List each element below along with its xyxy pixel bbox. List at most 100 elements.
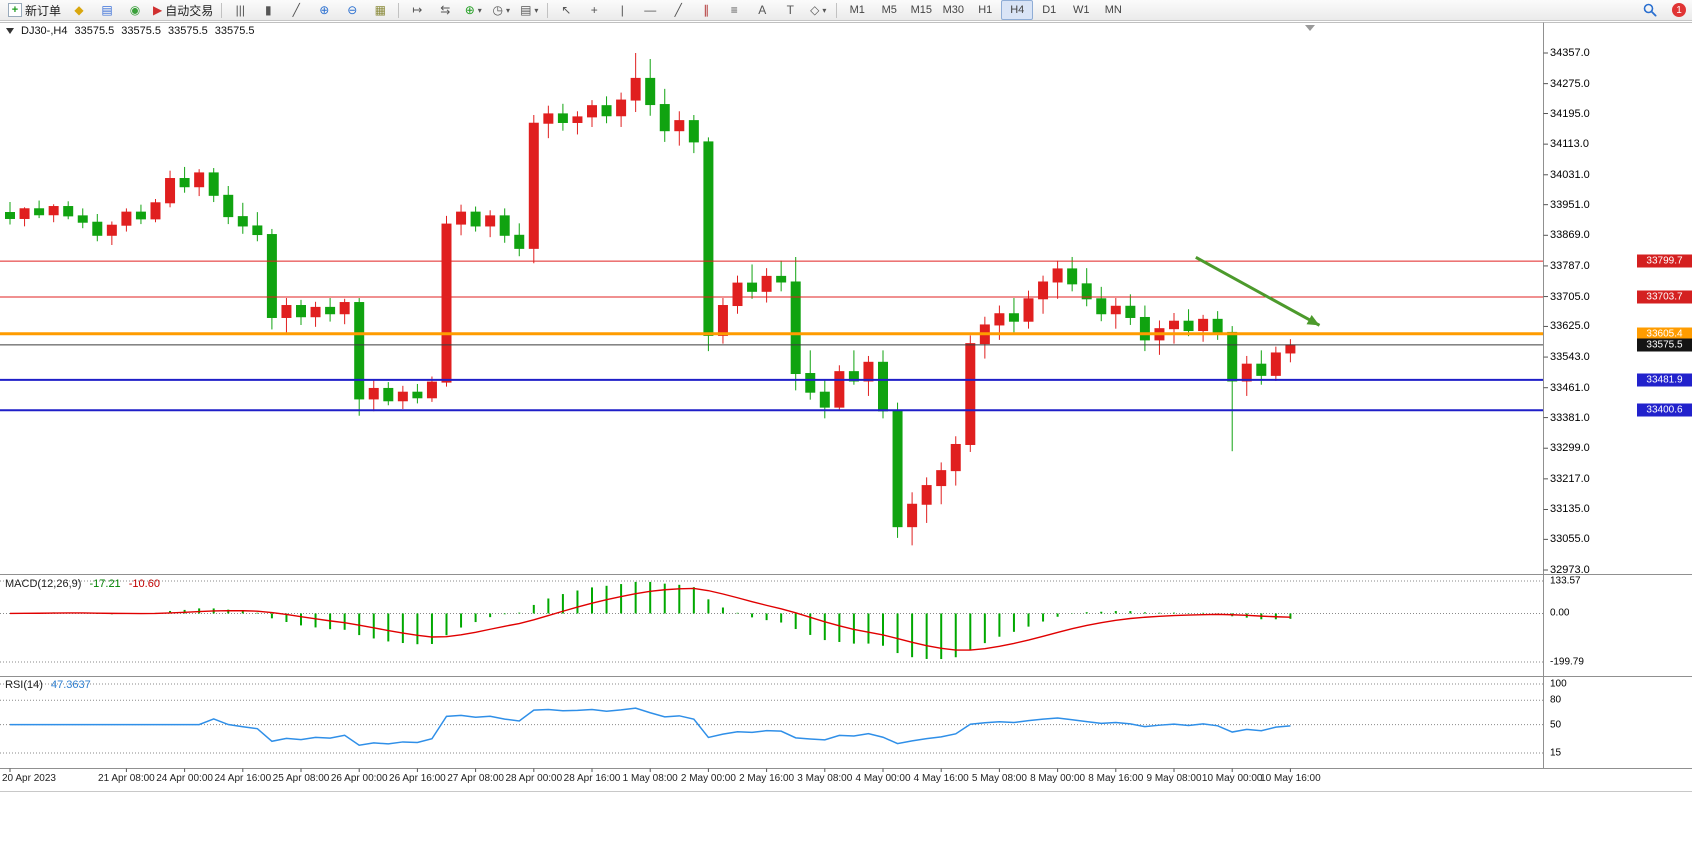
price-line-tag: 33575.5	[1637, 338, 1692, 352]
tile-windows-button[interactable]: ▦	[366, 0, 394, 20]
rsi-title: RSI(14)	[5, 679, 43, 691]
candle	[281, 305, 292, 318]
candle	[237, 216, 248, 227]
chart-frame	[0, 22, 1692, 792]
candlestick-chart-button[interactable]: ▮	[254, 0, 282, 20]
candle	[776, 275, 787, 283]
auto-scroll-button[interactable]: ↦	[403, 0, 431, 20]
candle	[994, 313, 1005, 326]
candle	[557, 113, 568, 123]
rsi-label: RSI(14) 47.3637	[5, 679, 91, 691]
horizontal-line-button[interactable]: —	[636, 0, 664, 20]
rsi-scale-label: 15	[1550, 747, 1562, 759]
chart-shift-marker[interactable]	[1305, 25, 1315, 31]
new-order-button-label: 新订单	[25, 3, 62, 18]
candle	[790, 281, 801, 375]
channel-button[interactable]: ∥	[692, 0, 720, 20]
price-axis-tick: 33055.0	[1550, 533, 1590, 546]
bar-chart-button[interactable]: |||	[226, 0, 254, 20]
timeframe-d1-button[interactable]: D1	[1033, 0, 1065, 20]
price-axis-tick: 33869.0	[1550, 229, 1590, 242]
price-axis-tick: 33135.0	[1550, 503, 1590, 516]
candle	[121, 211, 132, 226]
toolbar-buttons: + 新订单 ◆ ▤ ◉ ▶ 自动交易 ||| ▮ ╱ ⊕ ⊖ ▦ ↦ ⇆ ⊕ ▾ ◷ ▾ ▤ ▾ ↖ + | — ╱ ∥ ≡ A T ◇ ▾ M…	[4, 0, 1129, 20]
templates-button[interactable]: ▤ ▾	[515, 0, 543, 20]
market-watch-button[interactable]: ▤	[93, 0, 121, 20]
candle	[616, 99, 627, 117]
price-axis-tick: 34275.0	[1550, 77, 1590, 90]
candle	[1081, 283, 1092, 300]
price-axis-tick: 33625.0	[1550, 320, 1590, 333]
notification-badge[interactable]: 1	[1672, 3, 1686, 17]
search-button[interactable]	[1636, 0, 1664, 20]
price-axis[interactable]	[1544, 23, 1692, 768]
candle	[892, 410, 903, 528]
line-chart-button[interactable]: ╱	[282, 0, 310, 20]
signals-button[interactable]: ◉	[121, 0, 149, 20]
cursor-arrow-icon: ↖	[561, 3, 572, 17]
candle	[5, 212, 15, 219]
time-axis-label: 28 Apr 16:00	[563, 773, 621, 784]
zoom-in-button[interactable]: ⊕	[310, 0, 338, 20]
candle	[252, 225, 263, 236]
timeframe-h1-button[interactable]: H1	[969, 0, 1001, 20]
chart-shift-button[interactable]: ⇆	[431, 0, 459, 20]
shapes-icon: ◇	[810, 3, 820, 17]
trendline-icon: ╱	[674, 3, 682, 17]
candle	[747, 282, 758, 292]
timeframe-h4-button[interactable]: H4	[1001, 0, 1034, 20]
candle	[77, 215, 88, 223]
one-click-trading-toggle[interactable]	[6, 28, 14, 34]
dropdown-arrow-icon: ▾	[534, 5, 539, 15]
macd-histogram	[23, 581, 1292, 660]
candle	[179, 178, 190, 188]
autotrading-button[interactable]: ▶ 自动交易	[149, 0, 217, 20]
pane-splitter-rsi[interactable]	[0, 673, 1692, 680]
time-axis-label: 1 May 08:00	[622, 773, 678, 784]
candle	[805, 373, 816, 393]
zoom-out-button[interactable]: ⊖	[338, 0, 366, 20]
periods-button[interactable]: ◷ ▾	[487, 0, 515, 20]
timeframe-m15-button[interactable]: M15	[905, 0, 937, 20]
text-icon: A	[758, 3, 767, 17]
candle	[1125, 305, 1136, 318]
timeframe-m30-button[interactable]: M30	[937, 0, 969, 20]
text-button[interactable]: A	[748, 0, 776, 20]
candle	[630, 77, 641, 101]
candle	[368, 387, 379, 400]
timeframe-mn-button[interactable]: MN	[1097, 0, 1129, 20]
price-axis-tick: 32973.0	[1550, 564, 1590, 576]
metaeditor-button[interactable]: ◆	[65, 0, 93, 20]
vertical-line-button[interactable]: |	[608, 0, 636, 20]
time-axis-label: 27 Apr 08:00	[447, 773, 504, 784]
candle	[601, 105, 612, 117]
trend-arrow[interactable]	[1195, 256, 1321, 327]
price-axis-tick: 33543.0	[1550, 351, 1590, 364]
fibonacci-button[interactable]: ≡	[720, 0, 748, 20]
timeframe-w1-button[interactable]: W1	[1065, 0, 1097, 20]
add-indicator-icon: ⊕	[464, 3, 475, 17]
candle	[106, 224, 117, 236]
crosshair-button[interactable]: +	[580, 0, 608, 20]
macd-signal-line	[9, 587, 1291, 651]
candle	[63, 206, 74, 217]
trendline-button[interactable]: ╱	[664, 0, 692, 20]
timeframe-m1-button[interactable]: M1	[841, 0, 873, 20]
timeframe-m5-button-label: M5	[881, 4, 897, 16]
label-button[interactable]: T	[776, 0, 804, 20]
pane-splitter-macd[interactable]	[0, 571, 1692, 578]
candle	[325, 306, 336, 315]
timeframe-m5-button[interactable]: M5	[873, 0, 905, 20]
candle	[543, 113, 554, 124]
indicators-button[interactable]: ⊕ ▾	[459, 0, 487, 20]
candle	[426, 381, 437, 399]
cursor-button[interactable]: ↖	[552, 0, 580, 20]
candle	[674, 120, 685, 132]
new-order-button[interactable]: + 新订单	[4, 0, 65, 20]
time-axis-label: 8 May 16:00	[1088, 773, 1144, 784]
candle	[1096, 298, 1107, 315]
equidistant-channel-icon: ∥	[703, 3, 710, 17]
candle	[921, 485, 932, 505]
shapes-button[interactable]: ◇ ▾	[804, 0, 832, 20]
